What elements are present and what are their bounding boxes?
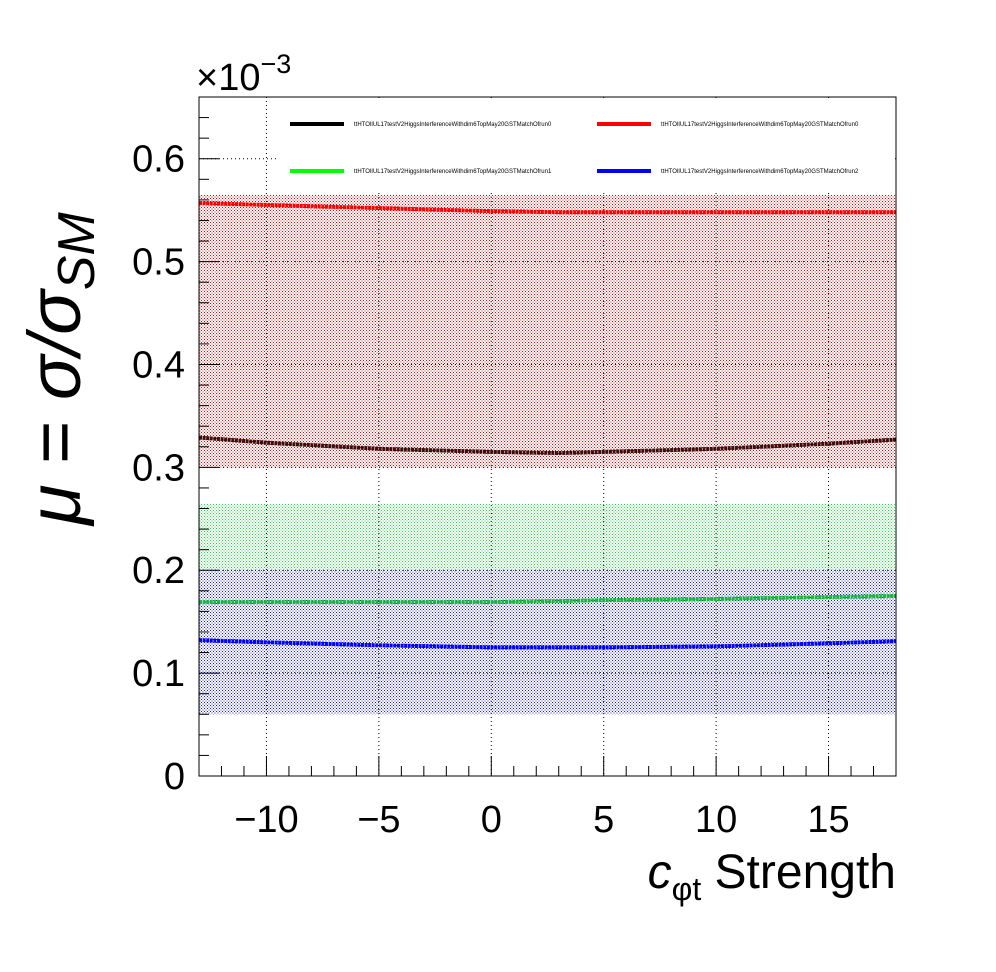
y-label-mu: μ [13, 484, 96, 527]
x-tick-label: 15 [807, 799, 849, 841]
y-tick-label: 0 [164, 756, 185, 798]
x-tick-label: −10 [234, 799, 298, 841]
x-tick-label: 10 [695, 799, 737, 841]
x-axis-label: cφt Strength [648, 846, 896, 907]
legend-entry-label: ttHTOlIUL17testV2HiggsInterferenceWithdi… [661, 122, 859, 128]
series-line-0 [198, 435, 897, 455]
legend-entry-label: ttHTOlIUL17testV2HiggsInterferenceWithdi… [661, 169, 859, 175]
y-label-equals: = [13, 400, 96, 484]
series-line-3 [198, 638, 897, 650]
multiplier-prefix: ×10 [196, 57, 260, 99]
legend-background [278, 100, 894, 192]
x-tick-label: 0 [481, 799, 502, 841]
x-label-subscript: φt [672, 871, 702, 907]
multiplier-exponent: −3 [260, 49, 291, 79]
x-tick-label: 5 [593, 799, 614, 841]
series-lines [198, 201, 897, 650]
series-line-1 [198, 201, 896, 215]
legend-entry-label: ttHTOlIUL17testV2HiggsInterferenceWithdi… [354, 169, 552, 175]
series-line-2 [199, 594, 897, 605]
legend-entry-label: ttHTOlIUL17testV2HiggsInterferenceWithdi… [354, 122, 552, 128]
x-label-rest: Strength [701, 846, 896, 899]
y-tick-label: 0.2 [132, 550, 185, 592]
y-label-sigma: σ/σ [13, 288, 96, 400]
y-axis-multiplier: ×10−3 [196, 49, 291, 99]
y-label-subscript: SM [48, 212, 106, 291]
y-tick-label: 0.5 [132, 242, 185, 284]
axis-ticks: −10 −5 0 5 10 15 0 0.1 0.2 0.3 0.4 0.5 0.6 [132, 117, 897, 841]
y-tick-label: 0.3 [132, 447, 185, 489]
legend: ttHTOlIUL17testV2HiggsInterferenceWithdi… [278, 100, 894, 192]
y-tick-label: 0.6 [132, 139, 185, 181]
y-axis-label: μ = σ/σSM [13, 212, 106, 527]
uncertainty-bands [199, 194, 896, 715]
band-series-0 [199, 194, 896, 468]
x-tick-label: −5 [357, 799, 400, 841]
axes-frame [198, 96, 897, 777]
y-tick-label: 0.4 [132, 344, 185, 386]
y-tick-label: 0.1 [132, 653, 185, 695]
x-label-c: c [648, 846, 672, 899]
plot-frame [198, 96, 897, 777]
band-series-2 [199, 503, 896, 571]
